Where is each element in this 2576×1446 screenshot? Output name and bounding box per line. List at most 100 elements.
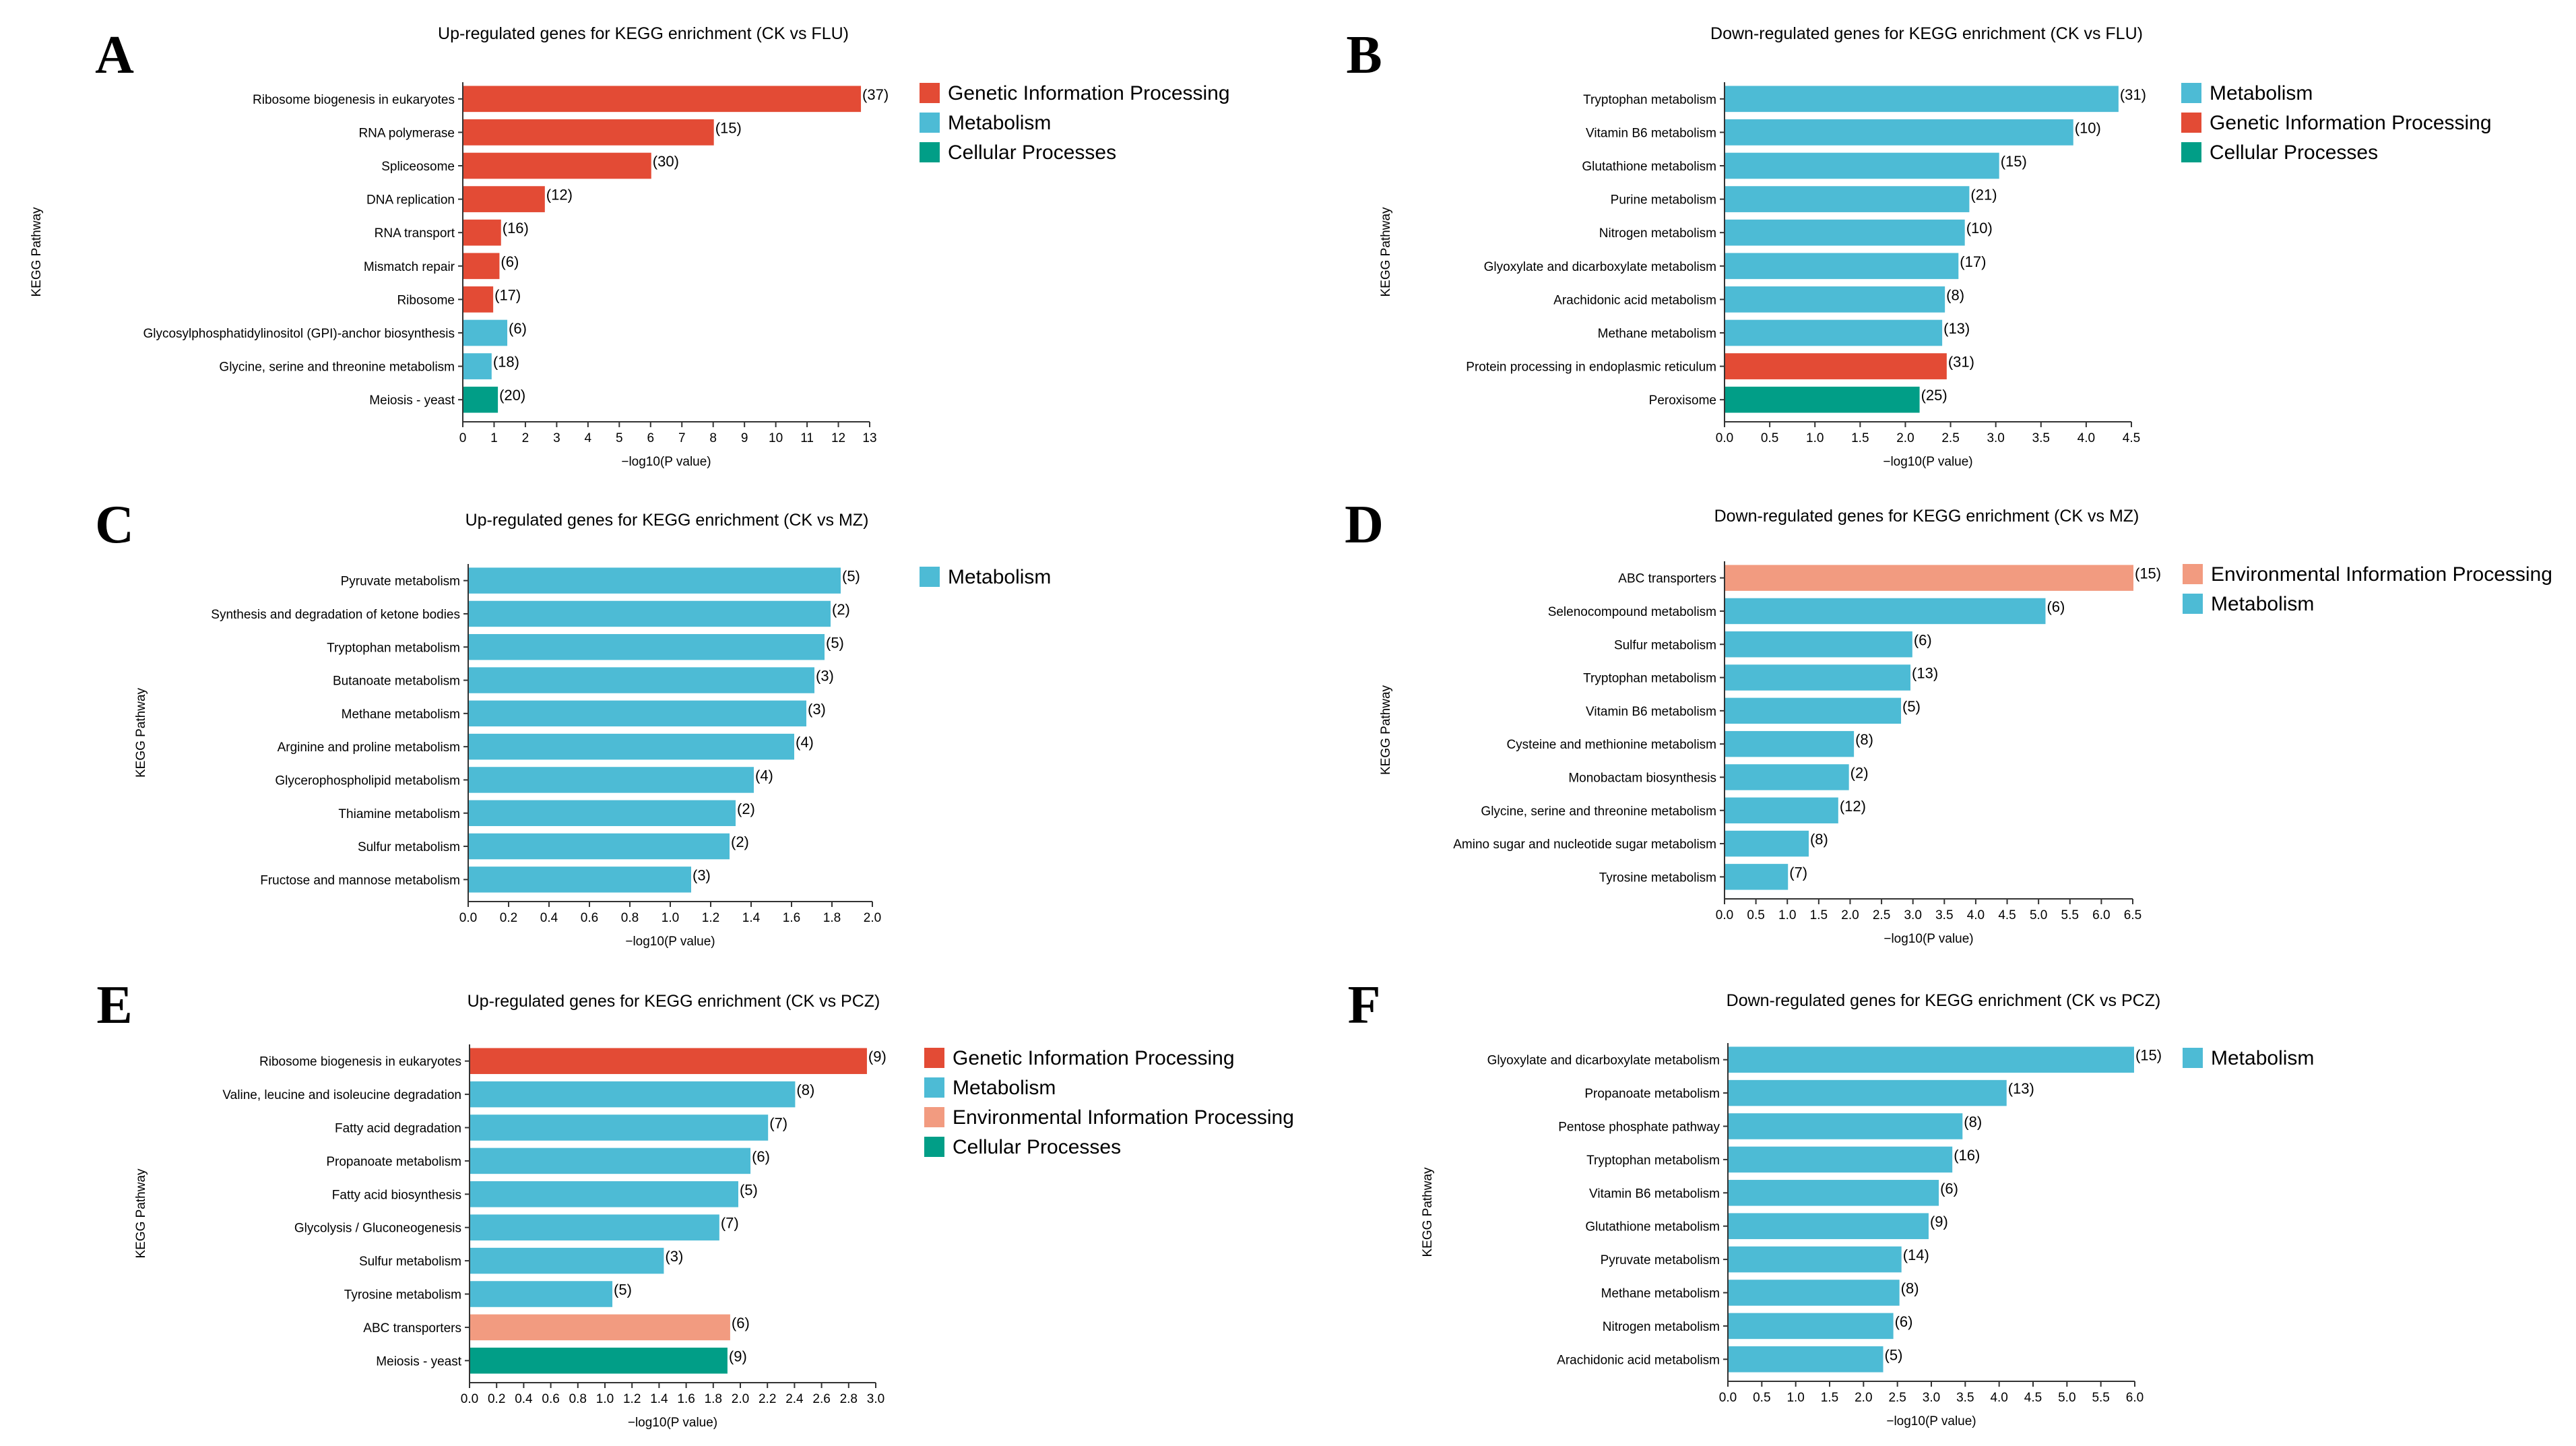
x-tick-label: 0.4: [540, 911, 558, 925]
x-tick-label: 1.5: [1810, 908, 1828, 922]
x-tick-label: 5.5: [2092, 1391, 2109, 1405]
legend-swatch: [2183, 1048, 2203, 1068]
x-tick-label: 1.2: [702, 911, 719, 925]
bar-data-label: (18): [493, 354, 519, 371]
bar-category-label: ABC transporters: [363, 1321, 461, 1335]
bar: [469, 634, 825, 660]
legend-label: Metabolism: [2211, 1047, 2314, 1069]
bar: [469, 667, 814, 693]
bar: [1725, 598, 2046, 625]
x-axis-label: −log10(P value): [1883, 932, 1973, 946]
bar-data-label: (14): [1903, 1247, 1929, 1263]
bar-category-label: Arginine and proline metabolism: [278, 741, 460, 755]
x-tick-label: 2: [522, 431, 529, 445]
bar-data-label: (2): [731, 834, 749, 850]
x-tick-label: 0.6: [581, 911, 598, 925]
bar-data-label: (6): [2047, 598, 2065, 615]
bar-data-label: (10): [2075, 119, 2101, 136]
bar: [469, 800, 736, 826]
bar: [470, 1314, 730, 1341]
bar: [470, 1114, 769, 1141]
bar-category-label: Methane metabolism: [1601, 1287, 1720, 1301]
x-tick-label: 0.0: [1716, 908, 1733, 922]
x-axis-label: −log10(P value): [621, 455, 711, 469]
bar: [470, 1348, 728, 1374]
bar-data-label: (13): [2008, 1080, 2034, 1097]
bar-data-label: (12): [1840, 798, 1866, 815]
legend-label: Genetic Information Processing: [948, 82, 1230, 104]
x-tick-label: 0.0: [1719, 1391, 1737, 1405]
bar-category-label: Protein processing in endoplasmic reticu…: [1466, 360, 1716, 375]
chart-title: Down-regulated genes for KEGG enrichment…: [1714, 507, 2139, 526]
bar-category-label: RNA polymerase: [358, 126, 455, 140]
bar-data-label: (15): [2135, 1047, 2162, 1064]
bar: [463, 319, 508, 346]
legend-swatch: [920, 567, 940, 587]
x-tick-label: 3.5: [1956, 1391, 1974, 1405]
bar: [1725, 797, 1838, 823]
x-tick-label: 10: [769, 431, 783, 445]
bar: [463, 386, 498, 413]
bar-data-label: (16): [1954, 1147, 1980, 1164]
bar-data-label: (8): [1946, 286, 1964, 303]
bar-data-label: (31): [2120, 86, 2146, 103]
bar-data-label: (37): [862, 86, 889, 103]
legend-swatch: [2181, 83, 2201, 103]
bar-data-label: (7): [1789, 864, 1807, 881]
x-tick-label: 4.5: [2123, 431, 2140, 445]
legend-label: Cellular Processes: [953, 1136, 1121, 1158]
bar-data-label: (4): [755, 767, 773, 784]
bar-data-label: (3): [665, 1248, 683, 1265]
bar-data-label: (15): [715, 119, 742, 136]
x-tick-label: 0.0: [461, 1392, 478, 1406]
x-tick-label: 0.6: [542, 1392, 559, 1406]
bar-category-label: Tryptophan metabolism: [1583, 672, 1716, 686]
x-tick-label: 0: [459, 431, 467, 445]
x-tick-label: 2.0: [1855, 1391, 1872, 1405]
x-tick-label: 1.0: [662, 911, 679, 925]
x-tick-label: 2.0: [1841, 908, 1859, 922]
bar-category-label: Methane metabolism: [342, 708, 460, 722]
bar-category-label: ABC transporters: [1618, 572, 1716, 586]
panel-c: C Up-regulated genes for KEGG enrichment …: [95, 495, 1051, 949]
bar: [1725, 253, 1959, 280]
bar-category-label: Tryptophan metabolism: [327, 641, 460, 655]
bar-category-label: Tryptophan metabolism: [1583, 93, 1716, 107]
bar-category-label: Glycine, serine and threonine metabolism: [1481, 805, 1716, 819]
legend-label: Metabolism: [948, 112, 1051, 134]
bar-data-label: (9): [729, 1348, 747, 1364]
x-axis-label: −log10(P value): [1883, 455, 1972, 469]
bar-category-label: Arachidonic acid metabolism: [1557, 1353, 1720, 1367]
bar-data-label: (12): [546, 187, 573, 203]
bar-category-label: Tryptophan metabolism: [1586, 1154, 1720, 1168]
bar-category-label: Tyrosine metabolism: [344, 1288, 461, 1302]
bar-data-label: (15): [2135, 565, 2161, 582]
bar-category-label: RNA transport: [375, 226, 455, 241]
bar-category-label: Mismatch repair: [364, 260, 455, 274]
x-tick-label: 1.5: [1851, 431, 1869, 445]
x-tick-label: 2.0: [1896, 431, 1914, 445]
bar-data-label: (9): [868, 1048, 887, 1065]
x-tick-label: 1.8: [705, 1392, 722, 1406]
bar-data-label: (5): [614, 1282, 632, 1298]
x-tick-label: 0.8: [621, 911, 639, 925]
bar-category-label: Fructose and mannose metabolism: [260, 873, 460, 887]
x-tick-label: 4: [585, 431, 592, 445]
bar-data-label: (9): [1930, 1214, 1948, 1230]
bar: [1729, 1246, 1902, 1273]
bar-category-label: Vitamin B6 metabolism: [1586, 705, 1716, 719]
bar: [463, 219, 501, 246]
bar: [463, 86, 862, 113]
bar: [1725, 664, 1911, 691]
bar-category-label: Glycolysis / Gluconeogenesis: [294, 1222, 461, 1236]
bar: [1729, 1113, 1963, 1139]
bar-data-label: (10): [1966, 220, 1993, 237]
bar-data-label: (2): [1850, 764, 1869, 781]
panel-letter: D: [1345, 495, 1384, 555]
x-tick-label: 3.5: [1935, 908, 1953, 922]
bar-category-label: Propanoate metabolism: [326, 1155, 461, 1169]
panel-letter: F: [1348, 976, 1381, 1035]
legend-label: Cellular Processes: [948, 142, 1116, 164]
bar-category-label: DNA replication: [366, 193, 455, 208]
panel-d: D Down-regulated genes for KEGG enrichmen…: [1345, 495, 2552, 946]
